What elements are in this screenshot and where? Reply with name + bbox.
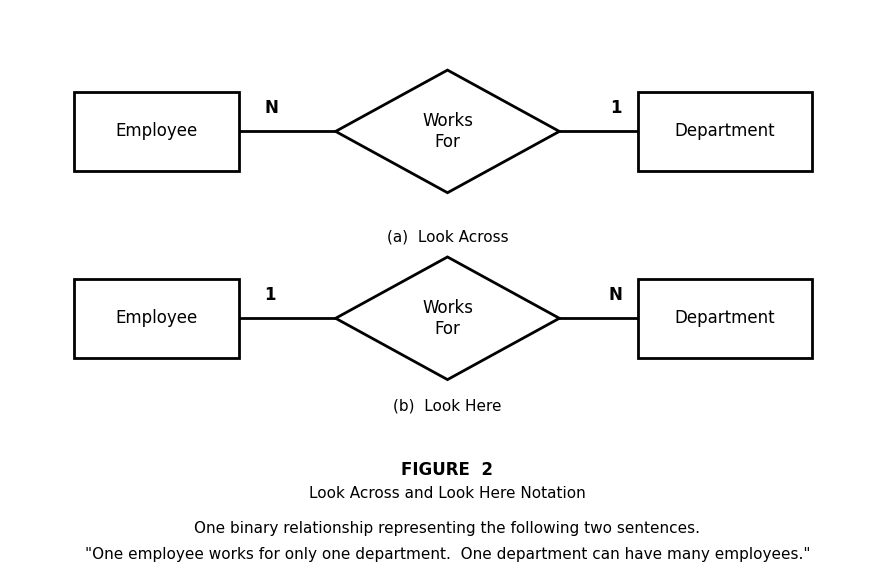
Text: Works
For: Works For xyxy=(422,299,472,338)
Bar xyxy=(73,92,239,171)
Text: 1: 1 xyxy=(610,99,621,117)
Text: Department: Department xyxy=(674,123,774,140)
Bar xyxy=(637,279,812,357)
Text: Employee: Employee xyxy=(115,123,198,140)
Bar xyxy=(637,92,812,171)
Bar xyxy=(73,279,239,357)
Text: N: N xyxy=(264,99,278,117)
Text: One binary relationship representing the following two sentences.: One binary relationship representing the… xyxy=(194,521,700,536)
Text: (a)  Look Across: (a) Look Across xyxy=(386,229,508,244)
Text: Department: Department xyxy=(674,310,774,327)
Text: N: N xyxy=(607,286,621,304)
Text: 1: 1 xyxy=(264,286,275,304)
Text: Employee: Employee xyxy=(115,310,198,327)
Text: "One employee works for only one department.  One department can have many emplo: "One employee works for only one departm… xyxy=(85,547,809,562)
Text: Works
For: Works For xyxy=(422,112,472,151)
Text: (b)  Look Here: (b) Look Here xyxy=(392,398,502,413)
Polygon shape xyxy=(335,257,559,380)
Text: Look Across and Look Here Notation: Look Across and Look Here Notation xyxy=(308,486,586,501)
Text: FIGURE  2: FIGURE 2 xyxy=(401,461,493,479)
Polygon shape xyxy=(335,70,559,193)
